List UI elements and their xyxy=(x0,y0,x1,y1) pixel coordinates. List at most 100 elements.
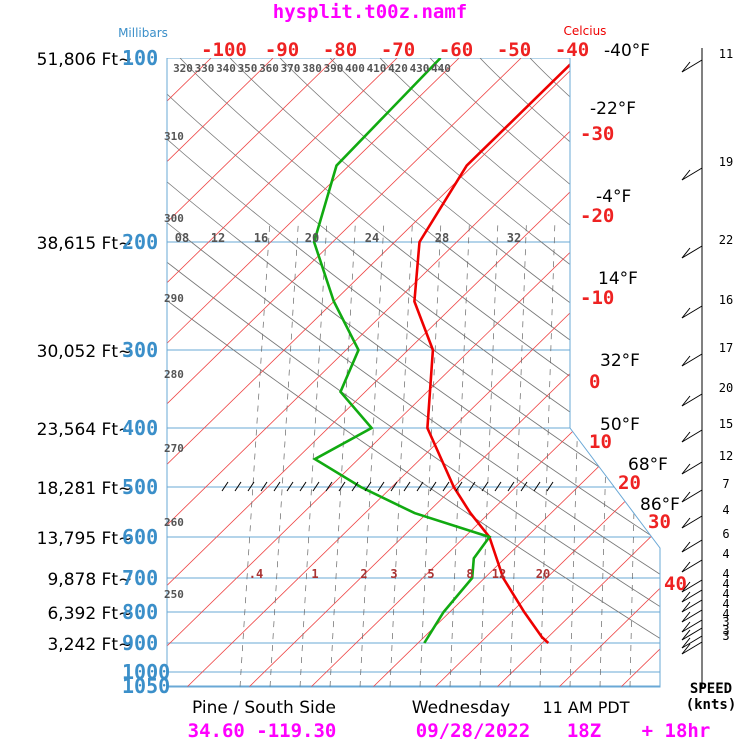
wind-speed-label: 4 xyxy=(722,567,729,581)
wind-barb-flag xyxy=(681,355,691,367)
temp-tick-label: 20 xyxy=(618,472,641,494)
wind-barb-flag xyxy=(681,541,691,553)
tilde: ~ xyxy=(118,479,132,499)
wind-speed-label: 22 xyxy=(719,233,733,247)
wind-barb-flag xyxy=(681,601,691,613)
theta-label: 340 xyxy=(216,62,236,75)
temp-tick-label: -60 xyxy=(439,39,473,61)
mixing-ratio-label: 2 xyxy=(360,567,367,581)
temperature-line xyxy=(413,58,578,644)
wind-barb xyxy=(681,589,703,603)
hatch-mark xyxy=(338,481,346,492)
theta-label: 320 xyxy=(173,62,193,75)
wind-barb xyxy=(681,429,703,443)
tilde: ~ xyxy=(118,635,132,655)
mixing-ratio-label: 8 xyxy=(466,567,473,581)
hatch-mark xyxy=(481,481,489,492)
wind-speed-label: 12 xyxy=(719,449,733,463)
wind-barb xyxy=(681,559,703,573)
wind-barb xyxy=(681,305,703,319)
wind-barb xyxy=(681,619,703,633)
isotherm xyxy=(167,58,398,687)
theta-label: 410 xyxy=(367,62,387,75)
wind-barb-flag xyxy=(681,169,691,181)
mixing-ratio-label: 24 xyxy=(365,231,379,245)
wind-barb xyxy=(681,59,703,73)
wind-barb-flag xyxy=(681,463,691,475)
tilde: ~ xyxy=(118,342,132,362)
temp-tick-label: -70 xyxy=(381,39,415,61)
dry-adiabat xyxy=(329,58,660,683)
altitude-label: 38,615 Ft xyxy=(37,234,119,254)
fahrenheit-label: 86°F xyxy=(640,495,680,515)
dry-adiabat xyxy=(179,58,660,683)
mixing-ratio-label: .4 xyxy=(249,567,263,581)
wind-barb xyxy=(681,167,703,181)
altitude-label: 9,878 Ft xyxy=(47,570,118,590)
isotherm xyxy=(167,58,336,687)
hatch-mark xyxy=(286,481,294,492)
mixing-ratio-line xyxy=(509,219,527,687)
wind-speed-label: 16 xyxy=(719,293,733,307)
coords-label: 34.60 -119.30 xyxy=(188,720,337,741)
fahrenheit-label: 68°F xyxy=(628,455,668,475)
wind-barb-flag xyxy=(681,247,691,259)
fahrenheit-label: -4°F xyxy=(596,187,631,207)
temp-tick-label: -90 xyxy=(265,39,299,61)
day-label: Wednesday xyxy=(412,698,510,718)
wind-speed-label: 3 xyxy=(722,629,729,643)
altitude-label: 6,392 Ft xyxy=(47,604,118,624)
hatch-mark xyxy=(442,481,450,492)
temp-tick-label: -100 xyxy=(201,39,247,61)
theta-label: 420 xyxy=(388,62,408,75)
altitude-label: 13,795 Ft xyxy=(37,529,119,549)
fahrenheit-label: 32°F xyxy=(600,351,640,371)
mixing-ratio-label: 1 xyxy=(311,567,318,581)
fahrenheit-label: -40°F xyxy=(604,41,650,61)
theta-label: 400 xyxy=(345,62,365,75)
altitude-label: 18,281 Ft xyxy=(37,479,119,499)
wind-barb xyxy=(681,489,703,503)
wind-barb xyxy=(681,627,703,641)
mixing-ratio-label: 08 xyxy=(175,231,189,245)
hatch-mark xyxy=(221,481,229,492)
adiabat-label: 280 xyxy=(164,368,184,381)
temp-tick-label: 0 xyxy=(589,371,600,393)
temp-tick-label: -80 xyxy=(323,39,357,61)
mixing-ratio-line xyxy=(419,219,442,687)
pressure-tick-label: 200 xyxy=(122,230,158,254)
theta-label: 360 xyxy=(259,62,279,75)
isotherm xyxy=(434,58,660,687)
isotherm xyxy=(167,58,646,687)
temp-tick-label: -20 xyxy=(580,205,614,227)
dewpoint-line xyxy=(312,58,492,644)
wind-barb-flag xyxy=(681,611,691,623)
mixing-ratio-label: 20 xyxy=(305,231,319,245)
altitude-label: 23,564 Ft xyxy=(37,420,119,440)
dry-adiabat xyxy=(167,58,660,683)
hatch-mark xyxy=(533,481,541,492)
wind-barb xyxy=(681,245,703,259)
hatch-mark xyxy=(390,481,398,492)
theta-label: 370 xyxy=(281,62,301,75)
wind-barb xyxy=(681,635,703,649)
theta-label: 330 xyxy=(195,62,215,75)
tilde: ~ xyxy=(118,529,132,549)
temp-tick-label: -40 xyxy=(555,39,589,61)
wind-speed-label: 20 xyxy=(719,381,733,395)
temp-tick-label: 40 xyxy=(664,573,687,595)
wind-barb xyxy=(681,393,703,407)
wind-barb-flag xyxy=(681,591,691,603)
location-label: Pine / South Side xyxy=(192,698,336,718)
temp-tick-label: -50 xyxy=(497,39,531,61)
temp-tick-label: -30 xyxy=(580,123,614,145)
adiabat-label: 270 xyxy=(164,442,184,455)
isotherm xyxy=(167,58,522,687)
pressure-tick-label: 600 xyxy=(122,525,158,549)
hatch-mark xyxy=(468,481,476,492)
wind-barb-flag xyxy=(681,307,691,319)
hatch-mark xyxy=(507,481,515,492)
wind-speed-label: 7 xyxy=(722,477,729,491)
wind-speed-label: 4 xyxy=(722,587,729,601)
